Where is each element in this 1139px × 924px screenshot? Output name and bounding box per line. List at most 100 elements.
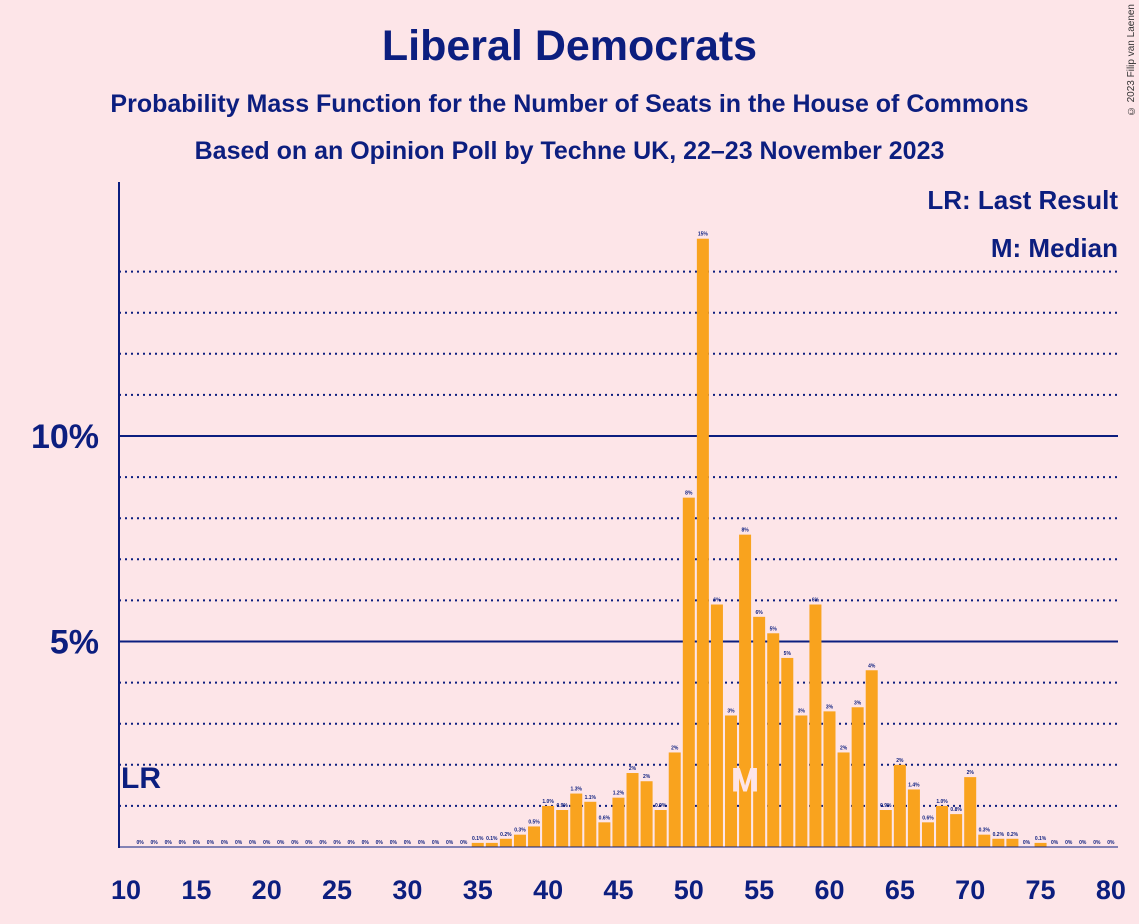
data-label-53: 3% bbox=[727, 708, 735, 714]
x-tick-label: 10 bbox=[111, 875, 141, 905]
data-label-48: 0.9% bbox=[655, 803, 667, 809]
bars bbox=[471, 238, 1047, 848]
data-label-55: 6% bbox=[756, 610, 764, 616]
bar-64 bbox=[879, 810, 892, 847]
data-label-65: 2% bbox=[896, 758, 904, 764]
legend: LR: Last Result M: Median bbox=[927, 185, 1118, 263]
data-label-12: 0% bbox=[151, 840, 159, 846]
data-label-27: 0% bbox=[362, 840, 370, 846]
data-label-20: 0% bbox=[263, 840, 271, 846]
data-label-52: 6% bbox=[713, 598, 721, 604]
data-label-25: 0% bbox=[333, 840, 341, 846]
bar-60 bbox=[823, 711, 836, 847]
data-label-44: 0.6% bbox=[599, 815, 611, 821]
data-label-67: 0.6% bbox=[922, 815, 934, 821]
bar-44 bbox=[598, 822, 611, 847]
bar-72 bbox=[992, 838, 1005, 847]
data-label-59: 6% bbox=[812, 598, 820, 604]
data-label-38: 0.3% bbox=[514, 828, 526, 834]
data-label-66: 1.4% bbox=[908, 782, 920, 788]
data-label-69: 0.8% bbox=[950, 807, 962, 813]
bar-49 bbox=[668, 752, 681, 847]
last-result-marker: LR bbox=[121, 762, 161, 795]
bar-57 bbox=[781, 657, 794, 847]
data-label-75: 0.1% bbox=[1035, 836, 1047, 842]
bar-51 bbox=[696, 238, 709, 848]
data-label-31: 0% bbox=[418, 840, 426, 846]
x-tick-label: 65 bbox=[885, 875, 915, 905]
data-label-61: 2% bbox=[840, 745, 848, 751]
data-label-41: 0.9% bbox=[556, 803, 568, 809]
data-label-21: 0% bbox=[277, 840, 285, 846]
data-label-34: 0% bbox=[460, 840, 468, 846]
bar-75 bbox=[1034, 842, 1047, 847]
data-label-39: 0.5% bbox=[528, 819, 540, 825]
bar-71 bbox=[978, 834, 991, 847]
data-label-24: 0% bbox=[319, 840, 327, 846]
data-label-58: 3% bbox=[798, 708, 806, 714]
bar-69 bbox=[950, 814, 963, 847]
data-label-28: 0% bbox=[376, 840, 384, 846]
data-label-63: 4% bbox=[868, 663, 876, 669]
data-label-57: 5% bbox=[784, 651, 792, 657]
bar-43 bbox=[584, 801, 597, 847]
bar-67 bbox=[921, 822, 934, 847]
data-label-35: 0.1% bbox=[472, 836, 484, 842]
chart-subtitle-2: Based on an Opinion Poll by Techne UK, 2… bbox=[194, 137, 945, 165]
bar-50 bbox=[682, 497, 695, 847]
tick-labels: 10 15 20 25 30 35 40 45 50 55 60 65 70 75 80 5% 10% LR bbox=[31, 418, 1126, 905]
bar-52 bbox=[710, 604, 723, 847]
data-label-49: 2% bbox=[671, 745, 679, 751]
x-tick-label: 60 bbox=[814, 875, 844, 905]
data-label-13: 0% bbox=[165, 840, 173, 846]
x-tick-label: 20 bbox=[252, 875, 282, 905]
bar-65 bbox=[893, 764, 906, 847]
data-label-26: 0% bbox=[348, 840, 356, 846]
data-label-56: 5% bbox=[770, 626, 778, 632]
data-label-73: 0.2% bbox=[1007, 832, 1019, 838]
data-label-30: 0% bbox=[404, 840, 412, 846]
gridlines bbox=[119, 270, 1118, 807]
bar-46 bbox=[626, 773, 639, 847]
x-tick-label: 45 bbox=[603, 875, 633, 905]
data-label-51: 15% bbox=[698, 232, 709, 238]
data-label-47: 2% bbox=[643, 774, 651, 780]
data-label-74: 0% bbox=[1023, 840, 1031, 846]
data-label-29: 0% bbox=[390, 840, 398, 846]
data-label-80: 0% bbox=[1107, 840, 1115, 846]
data-label-60: 3% bbox=[826, 704, 834, 710]
bar-53 bbox=[725, 715, 738, 847]
data-label-32: 0% bbox=[432, 840, 440, 846]
data-label-76: 0% bbox=[1051, 840, 1059, 846]
data-label-64: 0.9% bbox=[880, 803, 892, 809]
bar-59 bbox=[809, 604, 822, 847]
bar-36 bbox=[485, 842, 498, 847]
data-label-77: 0% bbox=[1065, 840, 1073, 846]
data-label-42: 1.3% bbox=[571, 787, 583, 793]
bar-38 bbox=[513, 834, 526, 847]
bar-55 bbox=[753, 616, 766, 847]
data-label-11: 0% bbox=[136, 840, 144, 846]
x-tick-label: 55 bbox=[744, 875, 774, 905]
data-label-71: 0.3% bbox=[979, 828, 991, 834]
data-label-22: 0% bbox=[291, 840, 299, 846]
x-tick-label: 25 bbox=[322, 875, 352, 905]
bar-37 bbox=[499, 838, 512, 847]
median-marker: M bbox=[731, 762, 759, 800]
axes bbox=[118, 182, 1118, 848]
data-label-54: 8% bbox=[741, 528, 749, 534]
data-label-68: 1.0% bbox=[936, 799, 948, 805]
bar-56 bbox=[767, 633, 780, 847]
data-label-36: 0.1% bbox=[486, 836, 498, 842]
x-tick-label: 80 bbox=[1096, 875, 1126, 905]
data-label-16: 0% bbox=[207, 840, 215, 846]
data-label-40: 1.0% bbox=[542, 799, 554, 805]
data-label-15: 0% bbox=[193, 840, 201, 846]
bar-63 bbox=[865, 670, 878, 847]
data-label-78: 0% bbox=[1079, 840, 1087, 846]
data-label-62: 3% bbox=[854, 700, 862, 706]
bar-35 bbox=[471, 842, 484, 847]
bar-47 bbox=[640, 781, 653, 847]
data-label-70: 2% bbox=[967, 770, 975, 776]
